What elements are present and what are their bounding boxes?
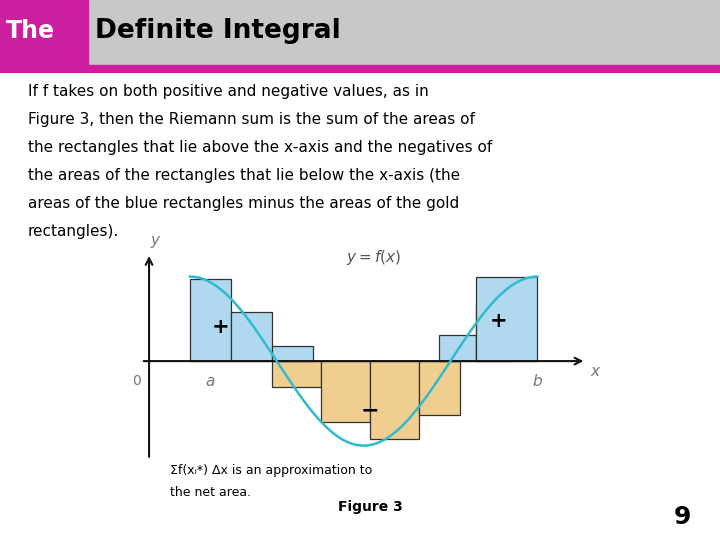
Bar	[0, 0, 88, 65]
Text: areas of the blue rectangles minus the areas of the gold: areas of the blue rectangles minus the a…	[28, 196, 459, 211]
Bar	[439, 335, 476, 361]
Text: If f takes on both positive and negative values, as in: If f takes on both positive and negative…	[28, 84, 428, 99]
Bar	[320, 361, 370, 422]
Text: 0: 0	[132, 374, 141, 388]
Text: Definite Integral: Definite Integral	[95, 18, 341, 44]
Text: b: b	[533, 374, 542, 389]
Text: 9: 9	[674, 505, 691, 529]
Text: $y = f(x)$: $y = f(x)$	[346, 248, 401, 267]
Text: the net area.: the net area.	[170, 486, 251, 499]
Text: +: +	[490, 311, 508, 331]
Bar	[231, 312, 271, 361]
Bar	[190, 279, 231, 361]
Text: a: a	[206, 374, 215, 389]
Bar	[271, 346, 312, 361]
Text: x: x	[590, 364, 599, 379]
Text: rectangles).: rectangles).	[28, 224, 120, 239]
Text: the areas of the rectangles that lie below the x-axis (the: the areas of the rectangles that lie bel…	[28, 168, 460, 183]
Text: Figure 3, then the Riemann sum is the sum of the areas of: Figure 3, then the Riemann sum is the su…	[28, 112, 475, 127]
Text: The: The	[6, 19, 55, 43]
Bar	[476, 276, 537, 361]
Text: Figure 3: Figure 3	[338, 500, 403, 514]
Text: the rectangles that lie above the x-axis and the negatives of: the rectangles that lie above the x-axis…	[28, 140, 492, 155]
Bar	[271, 361, 320, 387]
Text: +: +	[212, 318, 230, 338]
Text: Σf(xᵢ*) Δx is an approximation to: Σf(xᵢ*) Δx is an approximation to	[170, 464, 372, 477]
Bar	[419, 361, 459, 415]
Bar	[0, 65, 720, 73]
Text: −: −	[361, 400, 379, 421]
Bar	[370, 361, 419, 438]
Text: y: y	[150, 233, 160, 248]
Bar	[476, 305, 510, 361]
